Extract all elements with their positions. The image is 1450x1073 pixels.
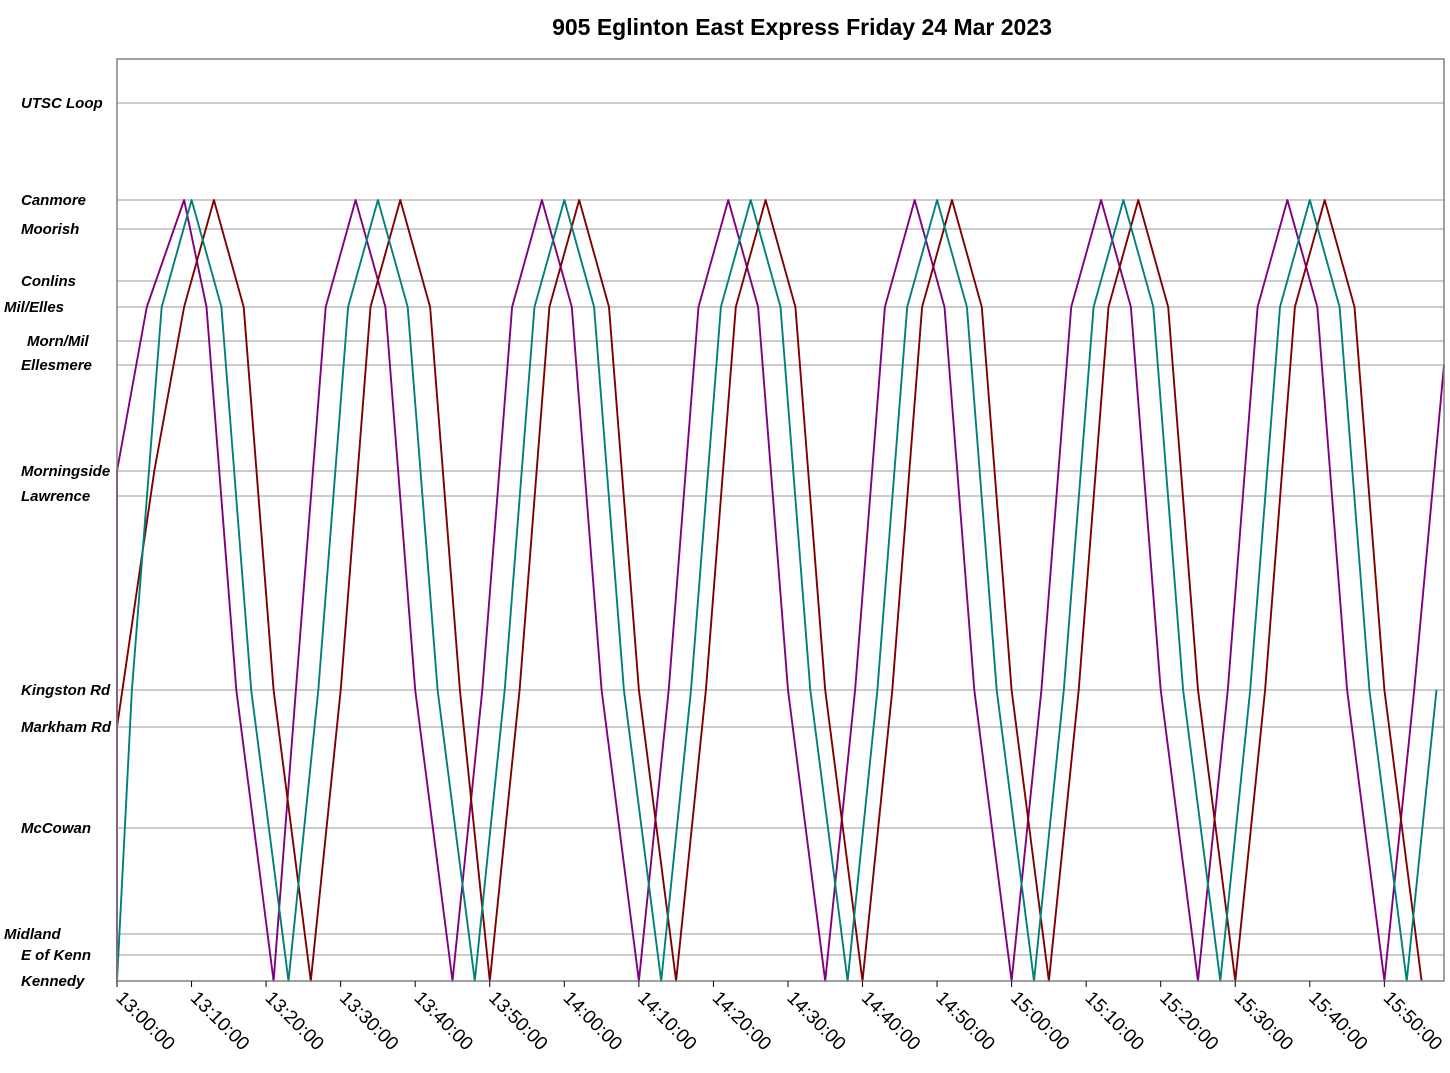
x-tick-label: 13:10:00 (186, 988, 253, 1055)
x-tick-label: 13:20:00 (261, 988, 328, 1055)
stop-label: Ellesmere (21, 357, 92, 374)
x-tick-label: 14:30:00 (782, 988, 849, 1055)
plot-frame (116, 58, 1445, 982)
stop-label: Kennedy (21, 973, 85, 990)
stop-label: Morn/Mil (27, 333, 89, 350)
x-tick-label: 14:50:00 (932, 988, 999, 1055)
x-tick-label: 14:40:00 (857, 988, 924, 1055)
stop-label: Conlins (21, 273, 76, 290)
stop-label: Lawrence (21, 488, 90, 505)
trip-line-2 (116, 199, 1438, 982)
x-tick-label: 15:50:00 (1379, 988, 1446, 1055)
stop-label: Moorish (21, 221, 79, 238)
stop-label: E of Kenn (21, 947, 91, 964)
stop-label: Canmore (21, 192, 86, 209)
x-tick-label: 13:50:00 (484, 988, 551, 1055)
trip-lines (116, 199, 1445, 982)
x-tick-label: 15:10:00 (1081, 988, 1148, 1055)
x-tick-label: 15:40:00 (1304, 988, 1371, 1055)
trip-line-1 (116, 199, 1423, 982)
x-tick-label: 14:10:00 (633, 988, 700, 1055)
x-axis-ticks: 13:00:00 13:10:00 13:20:00 13:30:00 13:40:00… (111, 981, 1446, 1055)
stop-label: Mil/Elles (4, 299, 64, 316)
stop-label: Kingston Rd (21, 682, 111, 699)
x-tick-label: 14:00:00 (559, 988, 626, 1055)
stop-label: Morningside (21, 463, 110, 480)
x-tick-label: 13:00:00 (111, 988, 178, 1055)
x-tick-label: 15:00:00 (1006, 988, 1073, 1055)
chart-title: 905 Eglinton East Express Friday 24 Mar … (552, 14, 1052, 40)
x-tick-label: 14:20:00 (708, 988, 775, 1055)
x-tick-label: 15:30:00 (1230, 988, 1297, 1055)
stop-label: UTSC Loop (21, 95, 103, 112)
x-tick-label: 13:30:00 (335, 988, 402, 1055)
grid-lines (117, 102, 1444, 956)
stop-label: McCowan (21, 820, 91, 837)
x-tick-label: 15:20:00 (1155, 988, 1222, 1055)
x-tick-label: 13:40:00 (410, 988, 477, 1055)
trip-line-0 (116, 199, 1445, 982)
stop-label: Midland (4, 926, 61, 943)
stop-labels: Kennedy E of Kenn Midland McCowan Markham Rd… (4, 95, 112, 990)
stop-label: Markham Rd (21, 719, 112, 736)
